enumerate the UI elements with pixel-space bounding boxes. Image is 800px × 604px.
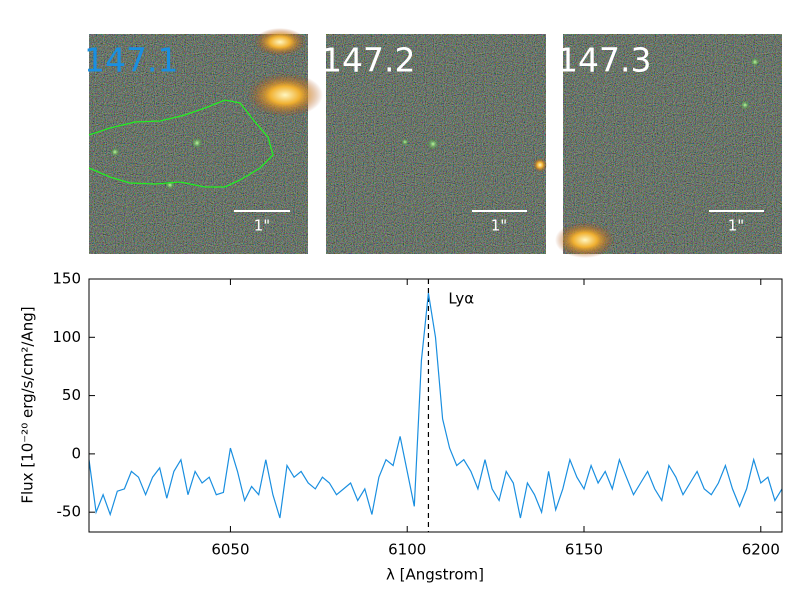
panel-label: 147.3 (557, 41, 651, 80)
x-axis-label: λ [Angstrom] (386, 566, 484, 584)
y-tick-label: 100 (52, 328, 81, 346)
x-tick-label: 6200 (742, 541, 780, 559)
annotation: Lyα (448, 290, 474, 308)
y-tick-label: 150 (52, 270, 81, 288)
plot-frame (88, 278, 783, 533)
scale-label: 1" (728, 217, 744, 235)
panel-label: 147.1 (84, 41, 178, 80)
x-tick-label: 6050 (211, 541, 249, 559)
image-panel (555, 34, 782, 258)
x-tick-label: 6100 (388, 541, 426, 559)
panel-label: 147.2 (321, 41, 415, 80)
scale-label: 1" (491, 217, 507, 235)
y-tick-label: 50 (62, 386, 81, 404)
y-tick-label: 0 (71, 444, 81, 462)
image-panel (88, 28, 323, 254)
image-panel (326, 34, 547, 254)
spectrum-line (89, 292, 782, 519)
y-axis-label: Flux [10⁻²⁰ erg/s/cm²/Ang] (19, 306, 37, 503)
scale-label: 1" (254, 217, 270, 235)
x-tick-label: 6150 (565, 541, 603, 559)
y-tick-label: -50 (57, 503, 82, 521)
